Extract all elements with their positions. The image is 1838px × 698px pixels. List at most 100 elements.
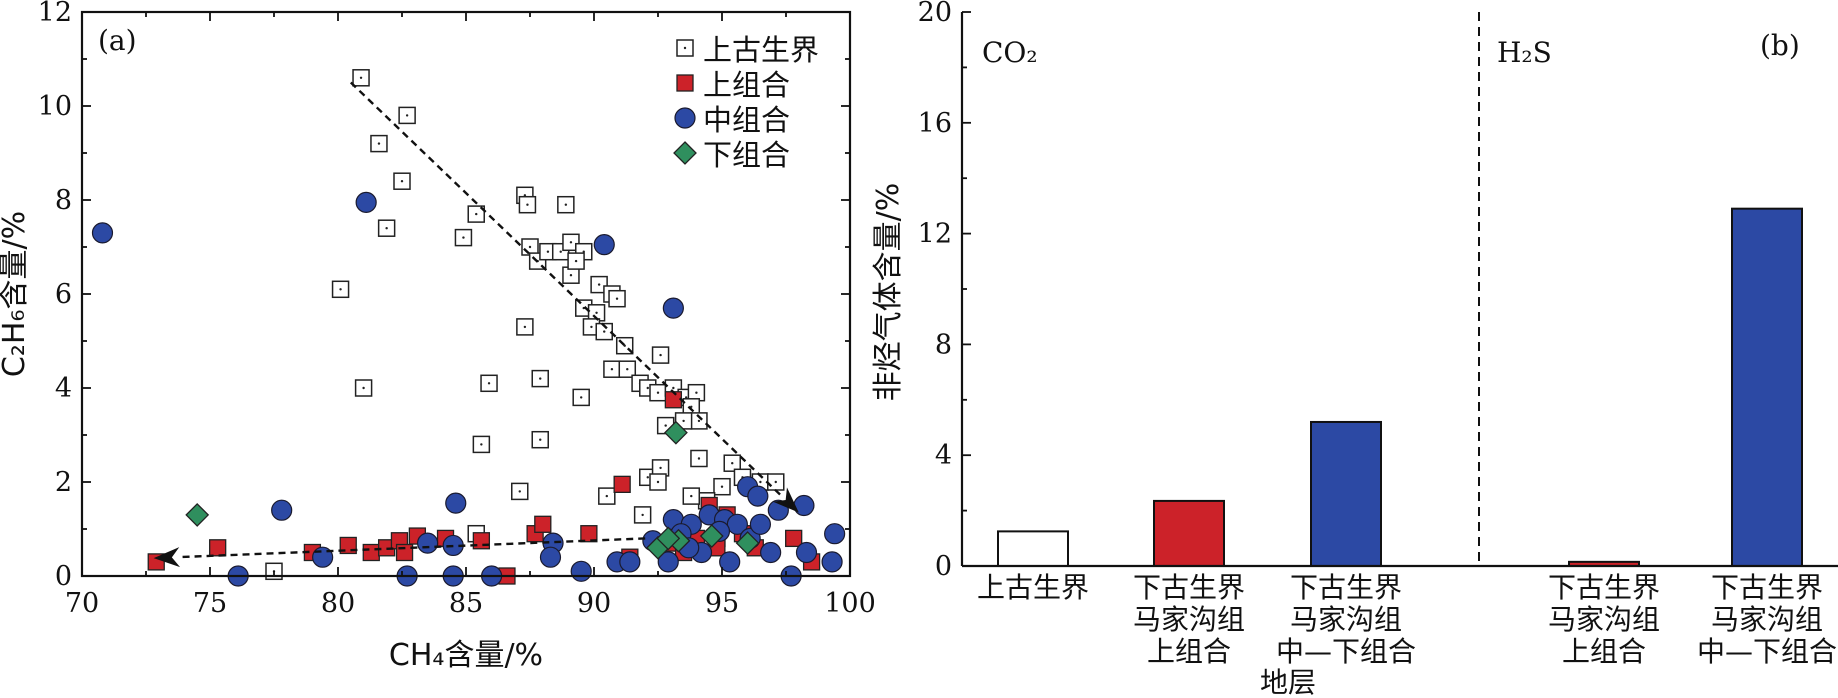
data-point <box>209 539 227 557</box>
y-tick-label: 20 <box>918 0 952 28</box>
data-point <box>590 275 608 294</box>
legend-marker <box>674 107 696 129</box>
y-tick-label: 0 <box>55 561 72 592</box>
data-point <box>377 219 396 237</box>
data-point <box>511 482 529 501</box>
data-point <box>619 551 641 573</box>
data-point <box>662 297 684 319</box>
bar <box>1731 207 1803 567</box>
category-label: 下古生界马家沟组上组合 <box>1548 571 1660 668</box>
legend-marker <box>676 74 694 92</box>
scatter-panel: 70 75 80 85 90 95 100 0 2 4 6 8 10 12 (a) 上古生界上组合中组合下… <box>0 0 876 673</box>
y-tick-label: 8 <box>55 185 72 216</box>
y-tick-label: 8 <box>935 329 952 360</box>
data-point <box>735 531 760 556</box>
data-point <box>518 195 537 214</box>
data-point <box>557 195 575 214</box>
data-point <box>185 502 210 527</box>
data-point <box>795 541 818 564</box>
legend-label: 中组合 <box>703 103 790 137</box>
group-label-h2s: H₂S <box>1497 36 1552 69</box>
category-label: 下古生界马家沟组中—下组合 <box>1276 571 1416 668</box>
y-tick-label: 12 <box>38 0 72 28</box>
data-point <box>682 398 701 416</box>
data-point <box>531 369 549 388</box>
category-labels: 上古生界 下古生界马家沟组上组合下古生界马家沟组中—下组合下古生界马家沟组上组合下… <box>977 571 1837 668</box>
y-tick-label: 6 <box>55 279 72 310</box>
data-point <box>480 374 498 393</box>
data-point <box>398 106 416 125</box>
x-tick-label: 70 <box>65 588 99 619</box>
data-point <box>719 551 741 573</box>
data-point <box>271 499 293 521</box>
data-point <box>699 524 724 548</box>
data-point <box>393 172 411 190</box>
data-point <box>516 318 534 336</box>
y-axis-label: 非烃气体含量/% <box>871 183 906 402</box>
bar <box>997 530 1069 567</box>
data-point <box>603 360 621 378</box>
data-point <box>749 513 772 535</box>
data-point <box>572 388 590 407</box>
legend-item: 上组合 <box>676 68 790 102</box>
x-tick-label: 95 <box>705 588 739 619</box>
data-point <box>690 449 708 468</box>
y-tick-label: 10 <box>38 91 72 122</box>
data-point <box>649 383 667 402</box>
data-point <box>649 473 667 491</box>
legend-label: 上组合 <box>703 68 790 102</box>
y-tick-label: 12 <box>918 219 952 250</box>
data-point <box>633 506 652 524</box>
x-tick-label: 85 <box>449 588 483 619</box>
data-point <box>445 492 467 514</box>
x-tick-label: 100 <box>824 588 876 619</box>
data-point <box>760 541 782 564</box>
data-point <box>723 454 741 472</box>
data-point <box>467 205 485 223</box>
trend-arrow-line <box>179 537 646 559</box>
data-point <box>713 477 731 496</box>
data-point <box>656 526 681 551</box>
x-axis-label: 地层 <box>1260 666 1316 698</box>
legend-item: 中组合 <box>674 103 790 137</box>
legend-marker <box>676 39 694 57</box>
data-point <box>593 234 615 256</box>
data-point <box>472 435 491 454</box>
legend-label: 上古生界 <box>703 33 819 67</box>
data-point <box>682 487 701 505</box>
y-axis-label: C₂H₆含量/% <box>0 211 32 377</box>
data-point <box>417 532 439 554</box>
group-label-co2: CO₂ <box>982 36 1038 69</box>
data-point <box>618 360 637 378</box>
data-point <box>531 430 549 449</box>
data-point <box>580 525 598 543</box>
data-point <box>370 134 388 153</box>
legend-item: 下组合 <box>673 138 790 172</box>
trend-arrows <box>153 81 799 568</box>
data-point <box>793 494 815 517</box>
panel-label-a: (a) <box>98 24 137 57</box>
data-point <box>824 523 846 545</box>
data-point <box>726 513 748 535</box>
trend-arrow-head <box>773 487 799 513</box>
data-point <box>562 233 580 252</box>
axis-ticks: 0 4 8 12 16 20 <box>918 0 971 582</box>
y-tick-label: 0 <box>935 551 952 582</box>
bars <box>997 207 1803 567</box>
data-point <box>664 391 683 409</box>
legend-label: 下组合 <box>703 138 790 172</box>
bar <box>1153 499 1225 567</box>
y-tick-label: 2 <box>55 467 72 498</box>
data-point <box>567 252 585 270</box>
data-point <box>331 280 350 299</box>
data-point <box>613 475 631 494</box>
data-point <box>598 487 616 505</box>
panel-label-b: (b) <box>1760 29 1800 62</box>
data-point <box>570 560 592 582</box>
data-point <box>352 69 370 87</box>
legend-marker <box>673 141 697 165</box>
data-point <box>747 485 769 507</box>
category-label: 下古生界马家沟组上组合 <box>1133 571 1245 668</box>
